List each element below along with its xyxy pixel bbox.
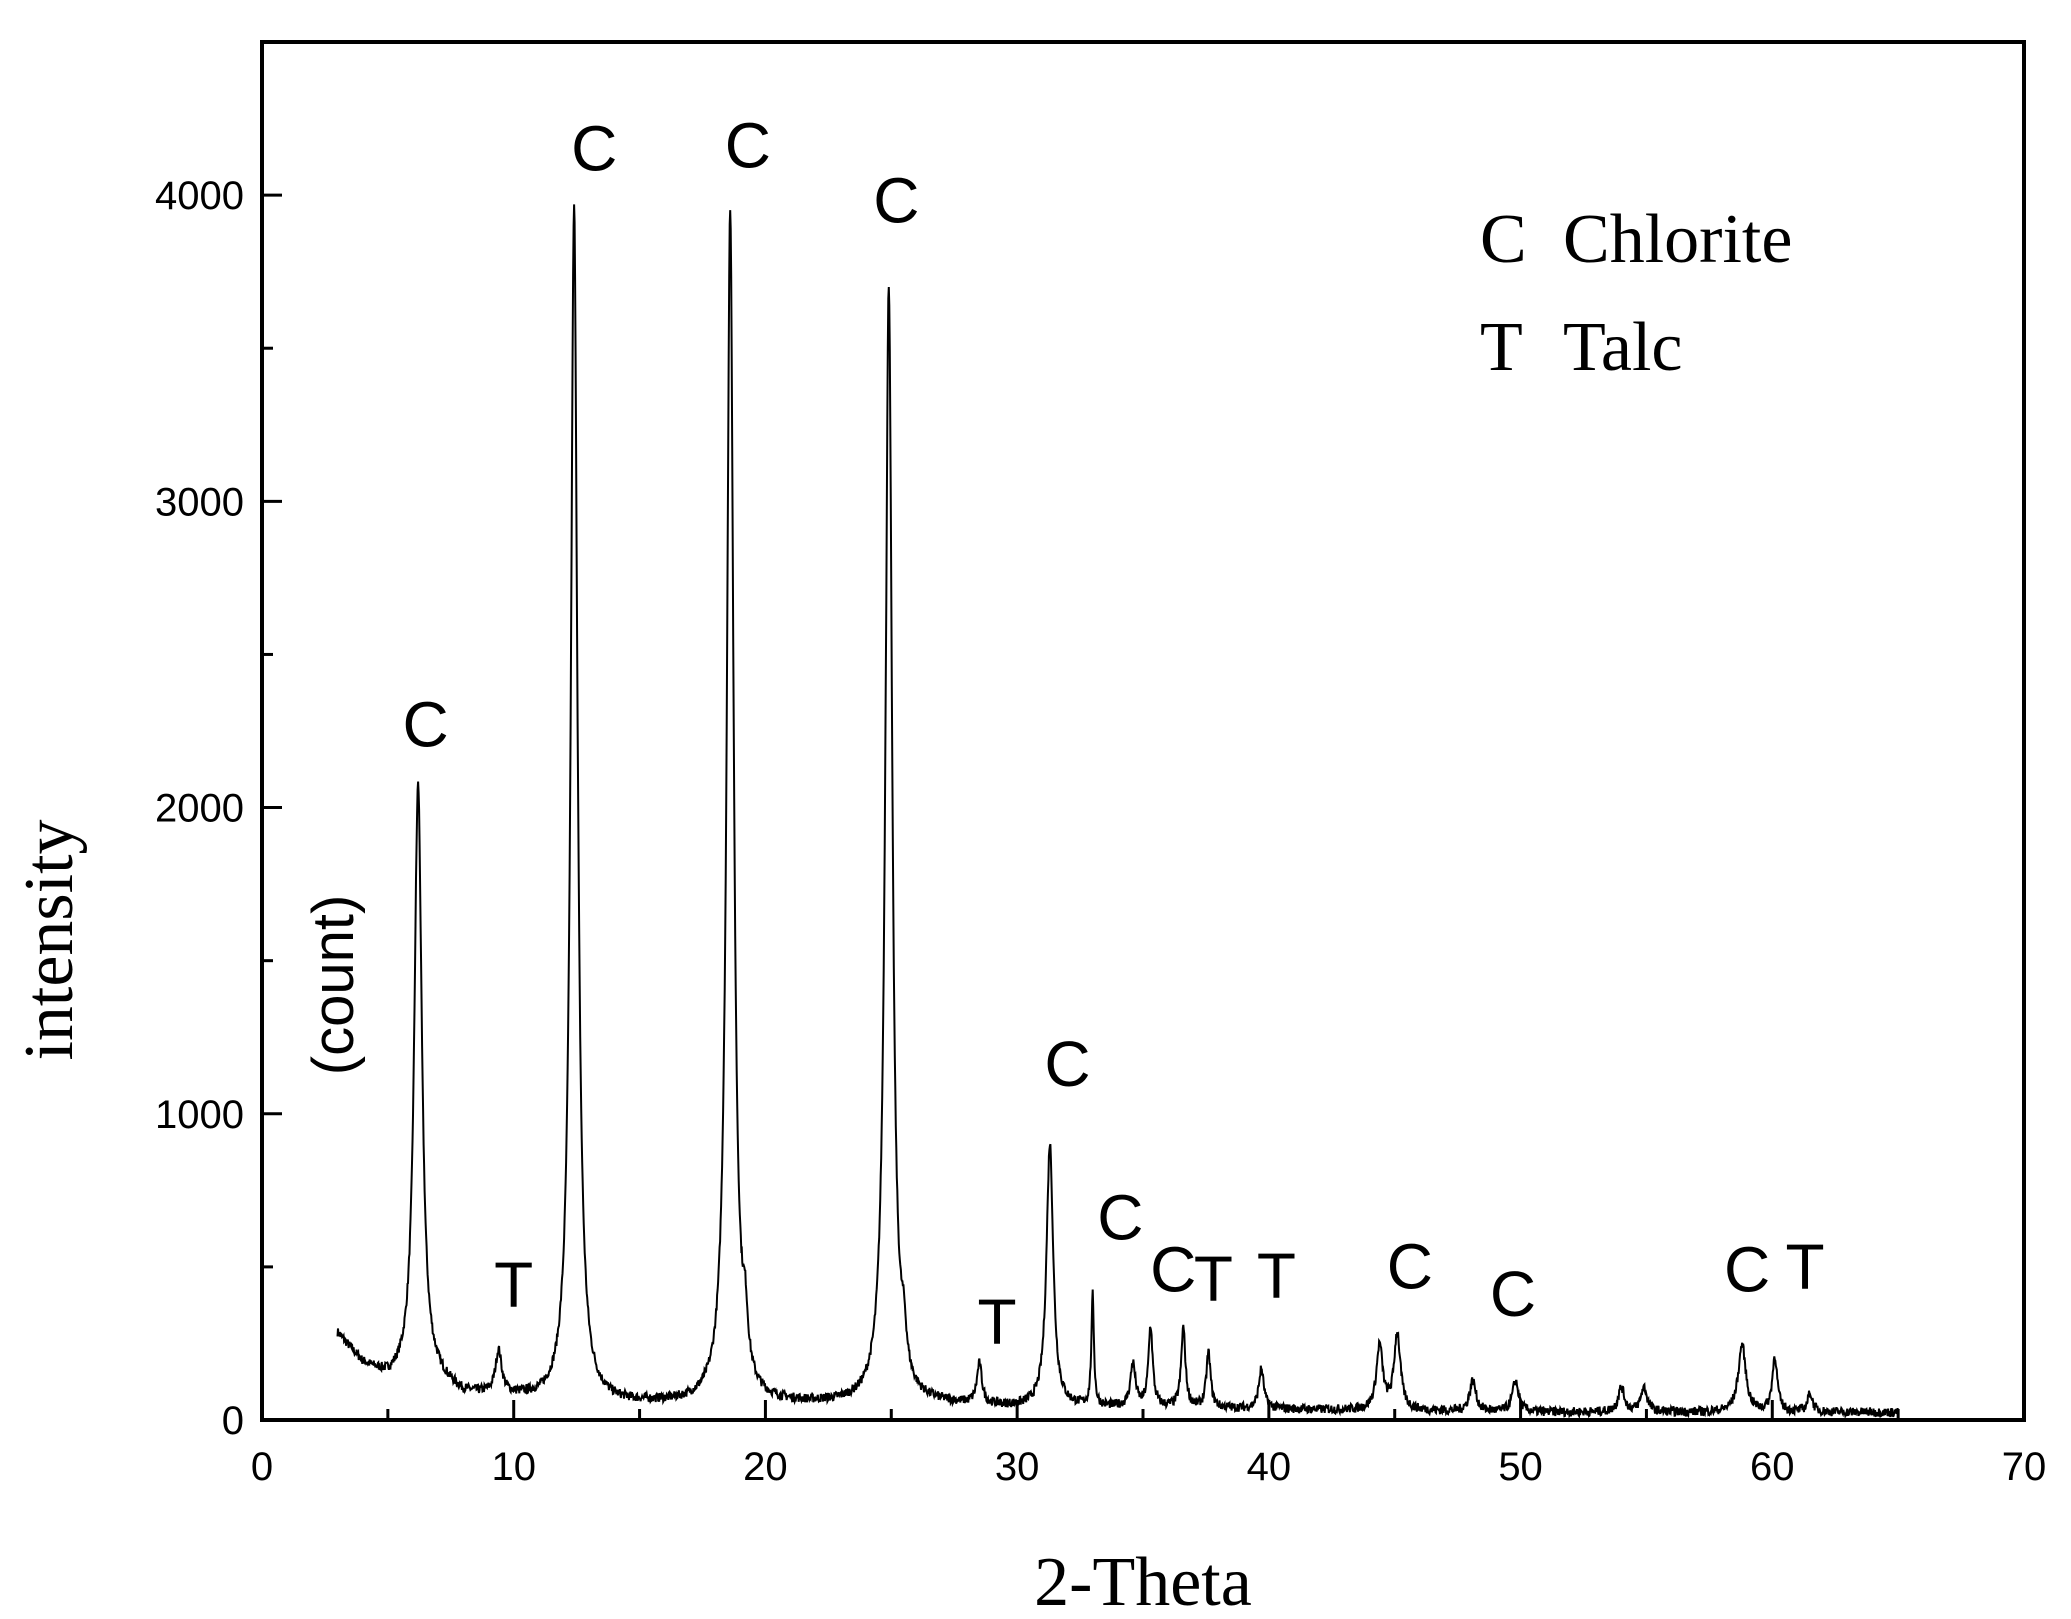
x-axis: 0 10 20 30 40 50 60 70	[251, 1400, 2046, 1489]
y-tick-label: 0	[222, 1399, 244, 1443]
peak-label-chlorite: C	[1044, 1028, 1090, 1100]
peak-label-talc: T	[1194, 1243, 1233, 1315]
peak-label-talc: T	[494, 1249, 533, 1321]
legend-symbol-chlorite: C	[1480, 201, 1527, 278]
x-tick-label: 40	[1247, 1445, 1292, 1489]
x-tick-label: 70	[2002, 1445, 2047, 1489]
x-tick-label: 60	[1750, 1445, 1795, 1489]
y-axis-unit: (count)	[301, 895, 366, 1076]
x-tick-label: 20	[743, 1445, 788, 1489]
peak-label-talc: T	[977, 1285, 1016, 1357]
peak-label-chlorite: C	[1724, 1233, 1770, 1305]
x-tick-label: 10	[491, 1445, 536, 1489]
y-axis-title: intensity	[11, 819, 88, 1060]
y-tick-label: 2000	[155, 787, 244, 831]
legend: C Chlorite T Talc	[1480, 201, 1792, 386]
peak-label-chlorite: C	[1150, 1233, 1196, 1305]
legend-symbol-talc: T	[1480, 309, 1523, 386]
peak-label-chlorite: C	[571, 113, 617, 185]
y-axis: 0 1000 2000 3000 4000	[155, 174, 282, 1443]
x-axis-title: 2-Theta	[1034, 1544, 1252, 1619]
peak-label-chlorite: C	[725, 110, 771, 182]
y-tick-label: 3000	[155, 480, 244, 524]
legend-label-chlorite: Chlorite	[1563, 201, 1792, 278]
peak-label-chlorite: C	[1097, 1181, 1143, 1253]
legend-label-talc: Talc	[1563, 309, 1682, 386]
x-tick-label: 50	[1498, 1445, 1543, 1489]
intensity-series-line	[336, 204, 1900, 1420]
x-tick-label: 0	[251, 1445, 273, 1489]
peak-label-chlorite: C	[1490, 1258, 1536, 1330]
peak-label-chlorite: C	[873, 165, 919, 237]
peak-label-chlorite: C	[403, 688, 449, 760]
peak-label-talc: T	[1257, 1240, 1296, 1312]
y-tick-label: 4000	[155, 174, 244, 218]
peak-label-chlorite: C	[1387, 1230, 1433, 1302]
y-tick-label: 1000	[155, 1093, 244, 1137]
x-tick-label: 30	[995, 1445, 1040, 1489]
peak-label-talc: T	[1785, 1230, 1824, 1302]
